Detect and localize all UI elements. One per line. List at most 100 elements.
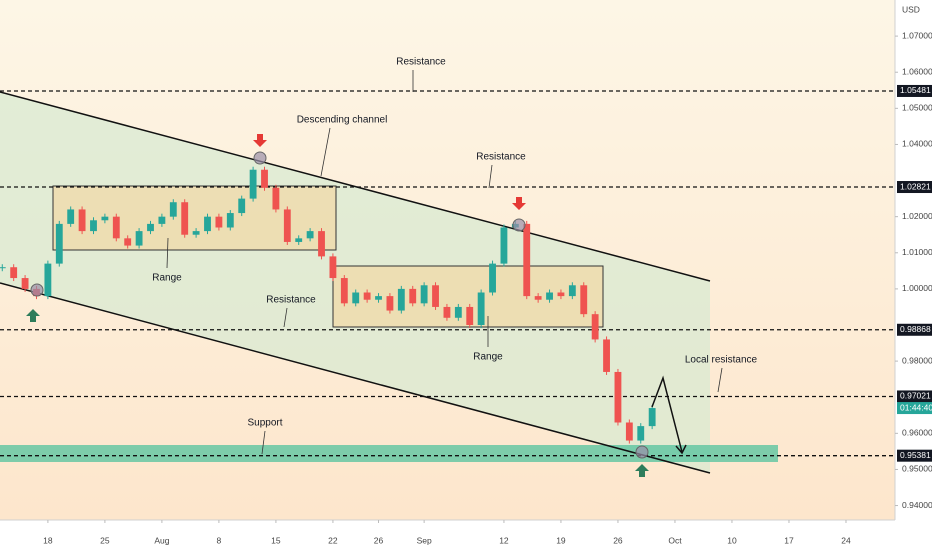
y-tick-label: 1.05000 [902, 103, 932, 113]
candle [466, 306, 474, 325]
x-tick-label: 19 [556, 535, 566, 545]
y-tick-label: 1.02000 [902, 211, 932, 221]
level-tag [897, 449, 932, 462]
candle [181, 202, 189, 235]
candle [568, 285, 576, 297]
y-tick-label: 1.06000 [902, 66, 932, 76]
candle [557, 292, 565, 297]
candle [249, 169, 257, 199]
candle [489, 263, 496, 293]
candle [55, 223, 63, 264]
x-axis-area [0, 520, 895, 550]
annotation-pointers [166, 70, 723, 455]
candle [147, 223, 154, 232]
annotation: Resistance [266, 295, 316, 306]
candle [534, 296, 542, 300]
x-tick-label: 10 [727, 535, 737, 545]
candle [135, 231, 143, 246]
y-tick-label: 0.98000 [902, 355, 932, 365]
pivot-circle [253, 151, 267, 165]
candle [204, 216, 211, 232]
pivot-circle [512, 218, 526, 232]
axes: 1.07000 1.06000 1.05000 1.04000 1.02000 1.010… [43, 30, 932, 545]
level-tag [897, 390, 932, 403]
candle [409, 288, 417, 304]
annotation: Range [473, 352, 503, 363]
y-tick-label: 1.00000 [902, 283, 932, 293]
candle [78, 209, 86, 232]
candle [546, 292, 553, 300]
projection [651, 375, 683, 453]
annotation: Resistance [476, 152, 526, 163]
candle [420, 285, 428, 304]
y-tick-label: 0.96000 [902, 428, 932, 438]
y-tick-label: 1.01000 [902, 247, 932, 257]
x-tick-label: Sep [417, 535, 432, 545]
candles [0, 166, 656, 444]
x-tick-label: 17 [784, 535, 794, 545]
candle [443, 306, 451, 318]
x-tick-label: 22 [328, 535, 338, 545]
range-box [52, 185, 337, 251]
candle [648, 408, 656, 427]
candle [318, 231, 325, 257]
channel-line [0, 282, 711, 474]
candle [603, 339, 610, 372]
candle [340, 278, 348, 304]
x-tick-label: 26 [613, 535, 623, 545]
annotation: Range [152, 273, 182, 284]
candle [363, 292, 371, 300]
candle [10, 267, 18, 279]
candle [44, 263, 52, 297]
channel-line [0, 91, 711, 282]
annotation: Local resistance [685, 355, 758, 366]
candle [306, 231, 314, 239]
annotation: Resistance [396, 57, 446, 68]
level-label: 1.05481 [900, 85, 931, 95]
level-label: 0.98868 [900, 324, 931, 334]
candle [637, 426, 645, 441]
x-tick-label: 24 [841, 535, 851, 545]
candle [226, 213, 234, 228]
candle [477, 292, 485, 325]
candle [112, 216, 120, 239]
currency-label: USD [902, 4, 920, 14]
y-tick-label: 0.95000 [902, 464, 932, 474]
x-tick-label: 18 [43, 535, 53, 545]
level-label: 1.02821 [900, 181, 931, 191]
candle [238, 198, 246, 214]
support-zone [0, 445, 778, 462]
x-tick-label: Oct [668, 535, 682, 545]
candle [432, 285, 439, 307]
up-arrow [635, 464, 649, 477]
candle [261, 169, 268, 188]
candle [625, 422, 633, 441]
candle [295, 238, 303, 242]
down-arrow [512, 197, 526, 210]
candle [101, 216, 109, 221]
down-arrow [253, 134, 267, 147]
candle [386, 296, 394, 311]
candle [169, 202, 177, 217]
levels [0, 90, 895, 457]
candle [272, 187, 280, 210]
candle [215, 216, 223, 228]
level-tag [897, 181, 932, 194]
y-tick-label: 0.94000 [902, 500, 932, 510]
arrow-head [675, 444, 687, 455]
candle [523, 223, 531, 297]
y-tick-label: 1.04000 [902, 139, 932, 149]
candle [192, 231, 200, 235]
countdown-label: 01:44:40 [900, 402, 932, 412]
annotation: Support [247, 418, 282, 429]
level-label: 0.95381 [900, 450, 931, 460]
level-label: 0.97021 [900, 391, 931, 401]
candle [67, 209, 75, 224]
candle [124, 238, 132, 246]
candle [352, 292, 360, 304]
candle [283, 209, 291, 242]
candle [375, 296, 382, 300]
countdown-tag [897, 402, 932, 415]
candle [591, 314, 599, 340]
